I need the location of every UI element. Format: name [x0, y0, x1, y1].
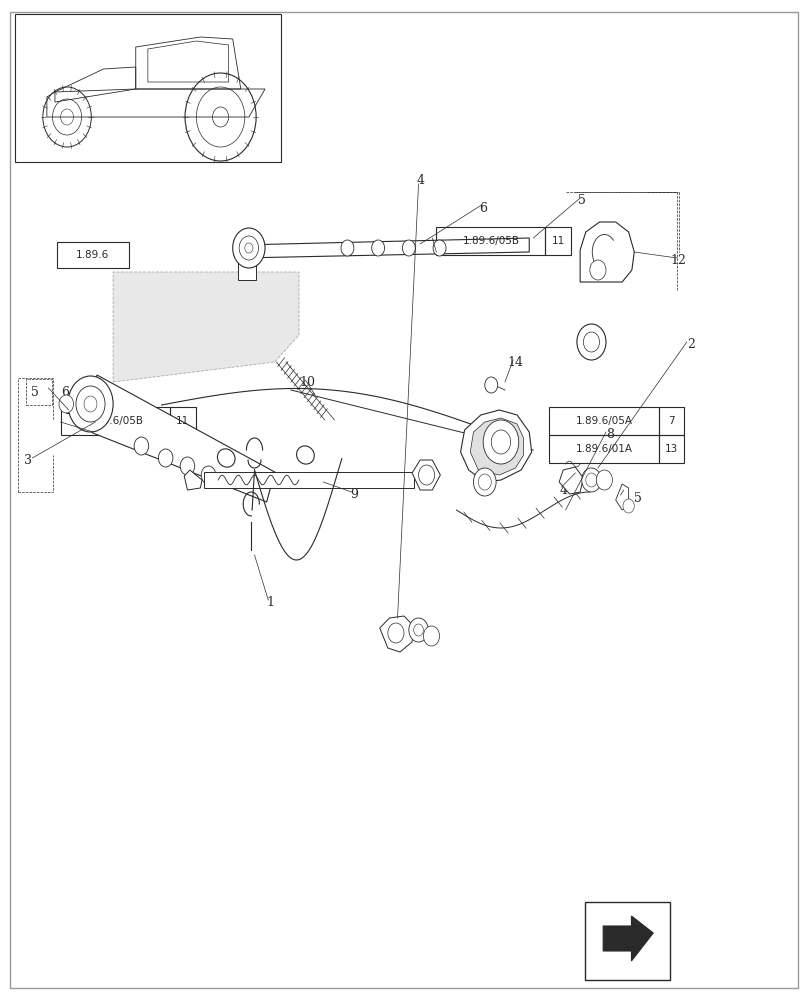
Text: 1: 1: [618, 491, 626, 504]
Polygon shape: [184, 470, 202, 490]
Bar: [549, 435, 659, 463]
Text: 1.89.6/05A: 1.89.6/05A: [575, 416, 633, 426]
Text: 2: 2: [687, 338, 695, 352]
Circle shape: [245, 243, 253, 253]
Circle shape: [582, 468, 601, 492]
Circle shape: [590, 260, 606, 280]
Polygon shape: [559, 467, 583, 494]
Text: 4: 4: [560, 484, 568, 496]
Polygon shape: [113, 272, 299, 382]
Polygon shape: [470, 418, 524, 475]
Polygon shape: [380, 616, 414, 652]
Circle shape: [341, 240, 354, 256]
Polygon shape: [580, 222, 634, 282]
Bar: [61, 407, 170, 435]
Polygon shape: [86, 375, 275, 502]
Circle shape: [473, 468, 496, 496]
Text: 1.89.6/05B: 1.89.6/05B: [86, 416, 144, 426]
Circle shape: [76, 386, 105, 422]
Circle shape: [372, 240, 385, 256]
Circle shape: [419, 465, 435, 485]
Circle shape: [577, 324, 606, 360]
Text: 1: 1: [267, 595, 275, 608]
Polygon shape: [461, 410, 532, 482]
Circle shape: [414, 624, 423, 636]
Text: 9: 9: [350, 488, 358, 502]
Circle shape: [478, 474, 491, 490]
Bar: [15, 14, 281, 162]
Circle shape: [433, 240, 446, 256]
Text: 13: 13: [665, 444, 678, 454]
Polygon shape: [412, 460, 440, 490]
Circle shape: [596, 470, 612, 490]
Bar: [659, 435, 684, 463]
Text: 11: 11: [552, 236, 565, 246]
Bar: [549, 407, 659, 435]
Bar: [238, 262, 256, 280]
Circle shape: [388, 623, 404, 643]
Circle shape: [59, 395, 74, 413]
Bar: [170, 407, 196, 435]
Text: 1.89.6/05B: 1.89.6/05B: [462, 236, 520, 246]
Circle shape: [623, 499, 634, 513]
Text: 6: 6: [61, 385, 69, 398]
Text: 3: 3: [24, 454, 32, 466]
Text: 10: 10: [299, 375, 315, 388]
Polygon shape: [616, 484, 629, 510]
Circle shape: [233, 228, 265, 268]
Bar: [436, 227, 545, 255]
Text: 12: 12: [671, 253, 687, 266]
Circle shape: [485, 377, 498, 393]
Circle shape: [158, 449, 173, 467]
Circle shape: [68, 376, 113, 432]
Bar: [204, 472, 414, 488]
Text: 8: 8: [606, 428, 614, 442]
Text: 1.89.6: 1.89.6: [76, 250, 110, 260]
Circle shape: [483, 420, 519, 464]
Bar: [26, 379, 52, 405]
Circle shape: [239, 236, 259, 260]
Circle shape: [409, 618, 428, 642]
Circle shape: [402, 240, 415, 256]
Polygon shape: [603, 916, 653, 961]
Bar: [585, 902, 670, 980]
Bar: [545, 227, 571, 255]
Text: 5: 5: [31, 385, 39, 398]
Circle shape: [423, 626, 440, 646]
Circle shape: [134, 437, 149, 455]
Bar: [57, 242, 129, 268]
Text: 14: 14: [507, 356, 524, 368]
Text: 6: 6: [479, 202, 487, 215]
Text: 5: 5: [578, 194, 586, 207]
Polygon shape: [241, 238, 529, 258]
Text: 11: 11: [176, 416, 189, 426]
Circle shape: [201, 466, 216, 484]
Circle shape: [586, 473, 597, 487]
Text: 1.89.6/01A: 1.89.6/01A: [575, 444, 633, 454]
Circle shape: [491, 430, 511, 454]
Bar: [66, 395, 82, 413]
Text: 4: 4: [416, 174, 424, 186]
Circle shape: [84, 396, 97, 412]
Bar: [659, 407, 684, 435]
Text: 5: 5: [634, 491, 642, 504]
Text: 7: 7: [668, 416, 675, 426]
Circle shape: [583, 332, 600, 352]
Circle shape: [180, 457, 195, 475]
